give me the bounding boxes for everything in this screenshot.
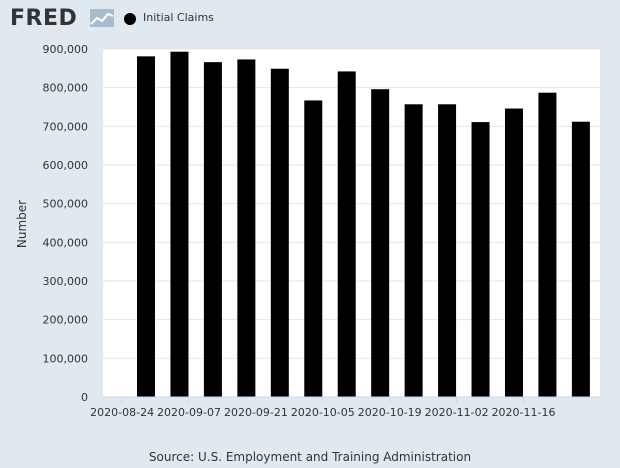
bars-group [137, 51, 590, 398]
x-tick-label: 2020-09-07 [157, 406, 221, 419]
bar[interactable] [203, 62, 222, 397]
bar[interactable] [571, 121, 590, 398]
x-tick-label: 2020-11-16 [492, 406, 556, 419]
y-tick-label: 200,000 [43, 314, 89, 327]
bar[interactable] [304, 100, 323, 397]
x-tick-label: 2020-11-02 [425, 406, 489, 419]
x-tick-label: 2020-10-05 [291, 406, 355, 419]
y-tick-label: 700,000 [43, 120, 89, 133]
legend-marker-icon [124, 13, 136, 25]
y-tick-label: 900,000 [43, 43, 89, 56]
bar[interactable] [438, 104, 457, 397]
y-tick-label: 400,000 [43, 236, 89, 249]
x-axis-ticks: 2020-08-24 2020-09-07 2020-09-21 2020-10-05… [90, 397, 556, 419]
y-tick-label: 500,000 [43, 198, 89, 211]
bar[interactable] [471, 122, 490, 397]
y-tick-label: 0 [81, 391, 88, 404]
bar[interactable] [538, 92, 557, 398]
x-tick-label: 2020-10-19 [358, 406, 422, 419]
bar[interactable] [270, 68, 289, 397]
bar[interactable] [237, 59, 256, 397]
y-tick-label: 300,000 [43, 275, 89, 288]
y-axis-label: Number [15, 200, 29, 248]
legend-label: Initial Claims [143, 11, 214, 24]
bar[interactable] [371, 89, 390, 398]
trend-line-chart-icon [90, 9, 114, 27]
bar[interactable] [504, 108, 523, 398]
bar[interactable] [137, 56, 156, 397]
chart-header: FRED Initial Claims [0, 0, 620, 40]
x-tick-label: 2020-08-24 [90, 406, 154, 419]
y-tick-label: 600,000 [43, 159, 89, 172]
source-note: Source: U.S. Employment and Training Adm… [148, 450, 472, 464]
bar[interactable] [170, 51, 189, 397]
bar[interactable] [337, 71, 356, 397]
x-tick-label: 2020-09-21 [224, 406, 288, 419]
fred-logo: FRED [10, 6, 78, 31]
y-tick-label: 800,000 [43, 82, 89, 95]
bar[interactable] [404, 104, 423, 397]
y-axis-ticks: 0 100,000 200,000 300,000 400,000 500,000 600,… [43, 43, 89, 404]
y-tick-label: 100,000 [43, 352, 89, 365]
